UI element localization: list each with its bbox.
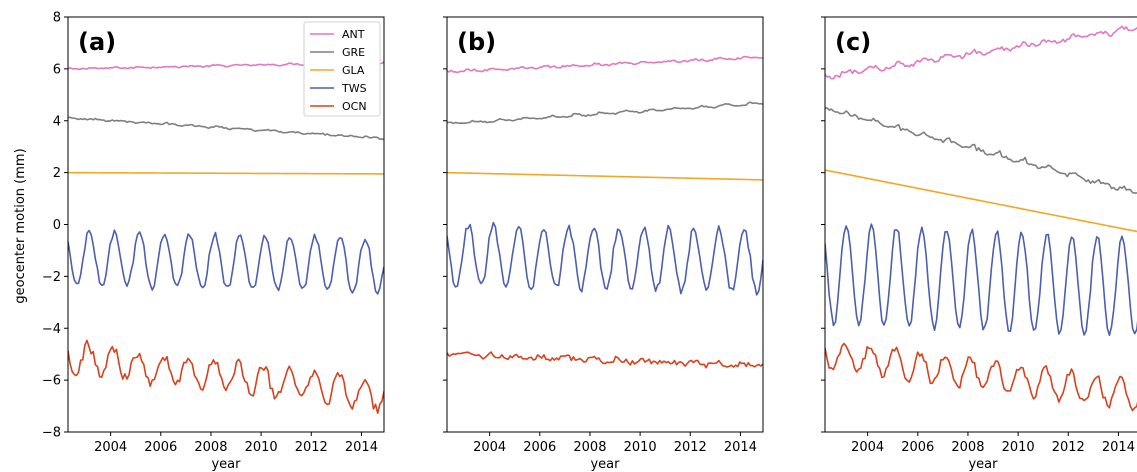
series-line-gre <box>68 116 384 141</box>
x-tick-label: 2006 <box>901 440 934 455</box>
legend-label-tws: TWS <box>341 82 367 95</box>
x-axis-label: year <box>211 457 241 472</box>
x-tick-label: 2012 <box>674 440 707 455</box>
legend: ANT GRE GLA TWS OCN <box>303 21 381 117</box>
x-axis-label: year <box>590 457 620 472</box>
x-tick-label: 2004 <box>473 440 506 455</box>
y-tick-label: 2 <box>53 166 61 181</box>
x-tick-label: 2008 <box>194 440 227 455</box>
legend-label-gre: GRE <box>342 46 365 59</box>
legend-label-ant: ANT <box>342 28 365 41</box>
y-tick-label: 8 <box>53 11 61 26</box>
x-tick-label: 2008 <box>951 440 984 455</box>
panels: −8 −6 −4 −2 0 2 4 6 8 2004 2006 2008 2010 2012 2014 yea… <box>42 11 1137 472</box>
y-tick-label: −4 <box>42 322 61 337</box>
series-line-gla <box>825 169 1137 233</box>
panel-2: 2004 2006 2008 2010 2012 2014 year (b) <box>443 16 764 472</box>
series-line-ocn <box>447 351 763 369</box>
series-line-gla <box>68 171 384 175</box>
x-tick-label: 2014 <box>345 440 378 455</box>
series-line-gre <box>447 101 763 125</box>
legend-box <box>303 21 381 117</box>
y-tick-label: −8 <box>42 426 61 441</box>
x-axis-label: year <box>968 457 998 472</box>
series-line-ant <box>825 25 1137 80</box>
y-tick-label: 6 <box>53 62 61 77</box>
y-tick-label: 0 <box>53 218 61 233</box>
panel-1: −8 −6 −4 −2 0 2 4 6 8 2004 2006 2008 2010 2012 2014 yea… <box>42 11 385 472</box>
series-line-ocn <box>825 342 1137 412</box>
y-tick-label: −2 <box>42 270 61 285</box>
series-line-ant <box>447 55 763 74</box>
legend-label-ocn: OCN <box>342 100 367 113</box>
y-tick-label: 4 <box>53 114 61 129</box>
series-line-tws <box>825 223 1137 336</box>
series-line-tws <box>447 221 763 296</box>
series-group <box>825 25 1137 412</box>
series-group <box>447 55 763 369</box>
x-tick-label: 2014 <box>724 440 757 455</box>
x-tick-label: 2010 <box>1002 440 1035 455</box>
x-tick-label: 2012 <box>295 440 328 455</box>
series-line-tws <box>68 229 384 295</box>
x-tick-label: 2010 <box>245 440 278 455</box>
x-tick-label: 2004 <box>851 440 884 455</box>
x-tick-label: 2010 <box>624 440 657 455</box>
x-tick-label: 2012 <box>1052 440 1085 455</box>
x-tick-label: 2006 <box>144 440 177 455</box>
series-line-gre <box>825 107 1137 194</box>
y-tick-label: −6 <box>42 374 61 389</box>
panel-label: (c) <box>835 28 871 56</box>
x-tick-label: 2008 <box>573 440 606 455</box>
panel-label: (a) <box>78 28 116 56</box>
x-tick-label: 2004 <box>94 440 127 455</box>
x-tick-label: 2014 <box>1102 440 1135 455</box>
panel-3: 2004 2006 2008 2010 2012 2014 year (c) <box>821 16 1137 472</box>
series-line-gla <box>447 171 763 181</box>
x-tick-label: 2006 <box>523 440 556 455</box>
y-axis-label: geocenter motion (mm) <box>13 148 28 303</box>
panel-label: (b) <box>457 28 496 56</box>
series-line-ocn <box>68 339 384 415</box>
legend-label-gla: GLA <box>342 64 365 77</box>
